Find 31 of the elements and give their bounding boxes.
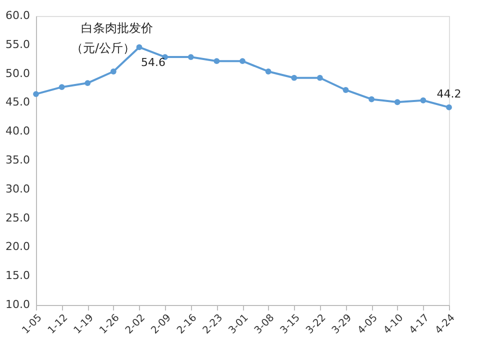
data-label: 44.2 [436,87,462,100]
y-tick-label: 60.0 [6,9,30,22]
point [33,91,39,97]
y-tick-label: 40.0 [6,124,30,138]
point [265,68,272,74]
point [291,74,298,81]
point [420,97,426,104]
y-tick-label: 50.0 [6,66,30,80]
point [188,54,194,60]
text: （元/公斤） [71,41,136,55]
y-tick-label: 45.0 [6,96,30,109]
y-tick-label: 55.0 [6,38,30,51]
y-tick-label: 25.0 [6,211,30,224]
point [368,96,375,102]
point [136,44,142,50]
y-tick-label: 30.0 [6,182,30,196]
point [446,104,452,110]
point [342,87,349,93]
data-label: 54.6 [141,56,166,70]
point [84,80,91,86]
point [58,84,65,90]
point [316,74,323,81]
text: 白条肉批发价 [81,21,153,35]
point [214,58,220,64]
y-tick-label: 20.0 [6,240,30,254]
y-tick-label: 10.0 [6,298,30,311]
point [240,58,246,64]
point [394,99,400,106]
point [110,68,116,74]
y-tick-label: 15.0 [6,269,30,282]
y-tick-label: 35.0 [6,154,30,166]
